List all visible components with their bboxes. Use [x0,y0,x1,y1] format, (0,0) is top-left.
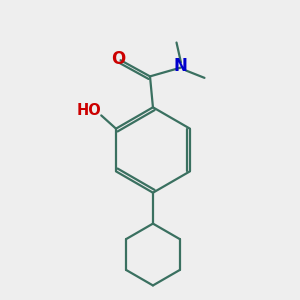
Text: N: N [174,57,188,75]
Text: HO: HO [77,103,102,118]
Text: O: O [111,50,125,68]
